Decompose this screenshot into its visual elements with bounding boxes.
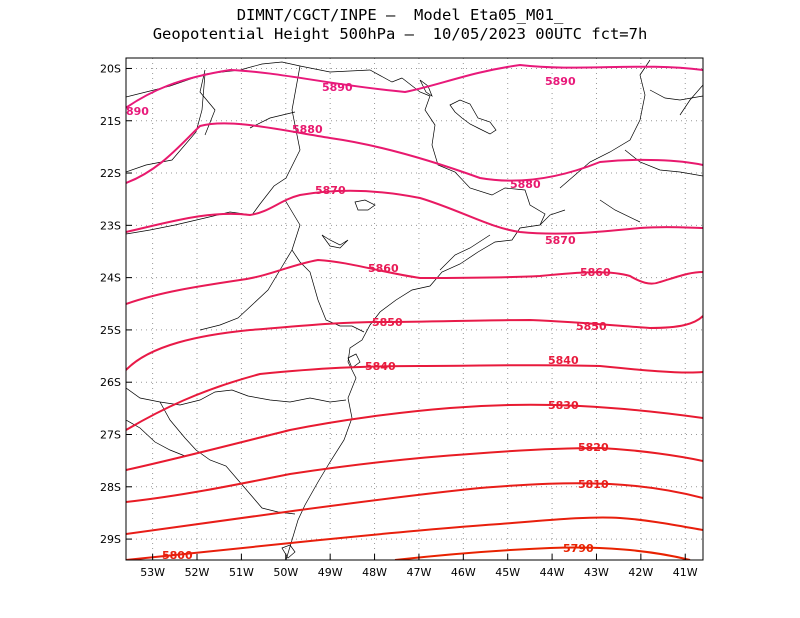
plot-frame	[125, 57, 704, 561]
x-tick-label: 43W	[584, 566, 609, 579]
y-tick-label: 23S	[100, 219, 121, 232]
contour-line-5850	[126, 315, 703, 371]
contour-label: 5840	[365, 360, 396, 373]
contour-label: 5890	[545, 75, 576, 88]
contour-label: 5870	[315, 184, 346, 197]
x-tick-label: 53W	[140, 566, 165, 579]
contour-line-5890	[126, 63, 703, 110]
x-tick-label: 41W	[673, 566, 698, 579]
x-tick-label: 42W	[628, 566, 653, 579]
map-title: DIMNT/CGCT/INPE – Model Eta05_M01_ Geopo…	[0, 6, 800, 44]
contour-label: 5840	[548, 354, 579, 367]
x-tick-label: 48W	[362, 566, 387, 579]
y-tick-label: 25S	[100, 324, 121, 337]
contour-line-5870	[126, 189, 703, 235]
x-tick-label: 49W	[318, 566, 343, 579]
y-tick-label: 21S	[100, 115, 121, 128]
title-line-2: Geopotential Height 500hPa – 10/05/2023 …	[152, 25, 648, 43]
x-tick-label: 50W	[273, 566, 298, 579]
x-tick-label: 45W	[495, 566, 520, 579]
contour-label: 890	[126, 105, 149, 118]
contour-label: 5870	[545, 234, 576, 247]
contour-line-5860	[126, 258, 703, 305]
contour-label: 5800	[162, 549, 193, 562]
contour-label: 5890	[322, 81, 353, 94]
title-line-1: DIMNT/CGCT/INPE – Model Eta05_M01_	[236, 6, 564, 24]
x-tick-label: 47W	[407, 566, 432, 579]
x-axis: 53W 52W 51W 50W 49W 48W 47W 46W 45W 44W 43W 42W 41W	[140, 554, 698, 579]
x-tick-label: 51W	[229, 566, 254, 579]
y-tick-label: 24S	[100, 272, 121, 285]
y-tick-label: 27S	[100, 429, 121, 442]
contour-label: 5790	[563, 542, 594, 555]
contour-label: 5880	[292, 123, 323, 136]
contour-line-5820	[126, 446, 703, 503]
contour-label: 5820	[578, 441, 609, 454]
x-tick-label: 44W	[540, 566, 565, 579]
y-tick-label: 22S	[100, 167, 121, 180]
y-tick-label: 28S	[100, 481, 121, 494]
contour-label: 5850	[372, 316, 403, 329]
contour-line-5800	[126, 516, 703, 560]
contour-labels: 890 5890 5890 5880 5880 5870 5870 5860 5…	[126, 75, 611, 562]
y-tick-label: 29S	[100, 533, 121, 546]
contour-line-5840	[126, 364, 703, 431]
contour-line-5880	[126, 122, 703, 184]
contour-line-5810	[126, 482, 703, 535]
contour-label: 5850	[576, 320, 607, 333]
contour-label: 5810	[578, 478, 609, 491]
x-tick-label: 52W	[185, 566, 210, 579]
y-tick-label: 20S	[100, 62, 121, 75]
grid-lines	[126, 58, 703, 560]
contour-line-5790	[394, 546, 691, 560]
y-tick-label: 26S	[100, 376, 121, 389]
contour-lines	[126, 63, 703, 560]
contour-label: 5860	[368, 262, 399, 275]
contour-label: 5830	[548, 399, 579, 412]
x-tick-label: 46W	[451, 566, 476, 579]
contour-label: 5880	[510, 178, 541, 191]
y-axis: 20S 21S 22S 23S 24S 25S 26S 27S 28S 29S	[100, 62, 132, 546]
contour-label: 5860	[580, 266, 611, 279]
contour-line-5830	[126, 403, 703, 471]
